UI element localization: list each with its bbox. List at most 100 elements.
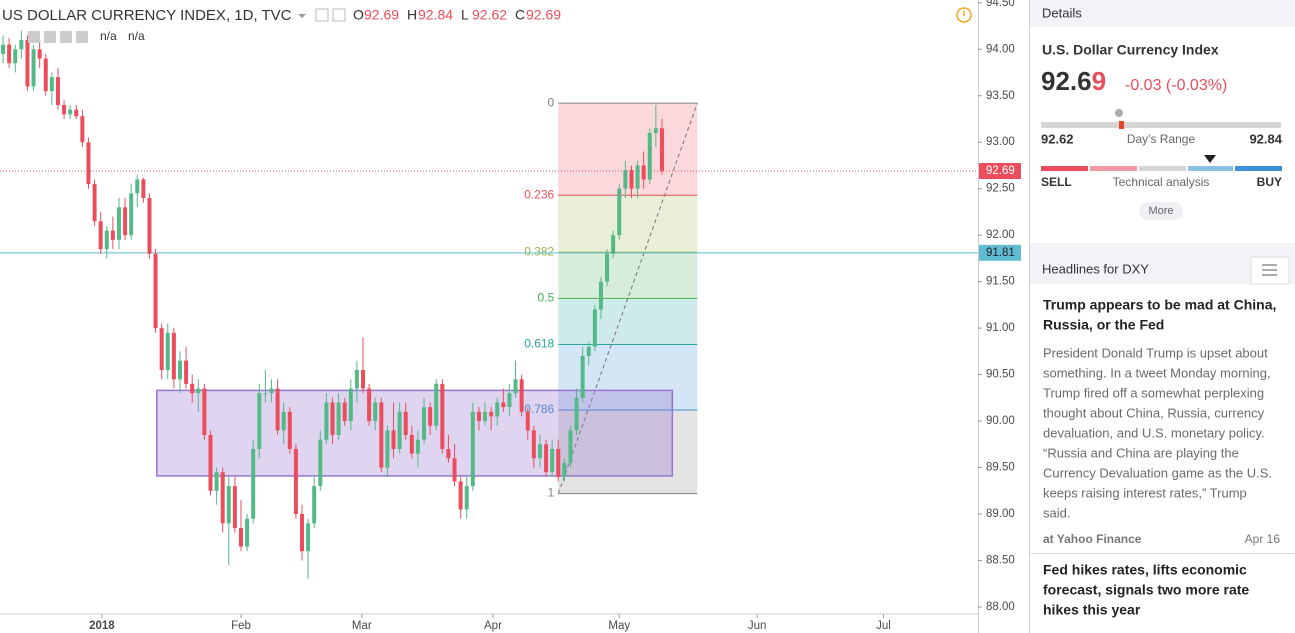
dropdown-icon[interactable] xyxy=(298,14,306,18)
candle-body xyxy=(647,132,652,180)
range-low: 92.62 xyxy=(1041,131,1074,146)
candle-body xyxy=(251,448,256,519)
warning-icon[interactable] xyxy=(956,7,972,23)
candle-body xyxy=(367,388,372,422)
news-title[interactable]: hikes this year xyxy=(1043,602,1141,618)
news-title[interactable]: Fed hikes rates, lifts economic xyxy=(1043,562,1247,578)
candle-body xyxy=(379,402,384,468)
candle-body xyxy=(208,435,213,491)
candle-body xyxy=(92,184,97,222)
panel-gap xyxy=(1030,243,1295,257)
candle-body xyxy=(196,388,201,394)
y-tick-label: 92.50 xyxy=(986,183,1015,195)
panel-bg xyxy=(1029,0,1295,633)
candle-body xyxy=(470,411,475,487)
candle-body xyxy=(123,207,128,236)
candle-body xyxy=(434,383,439,426)
candle-body xyxy=(605,253,610,282)
candle-body xyxy=(214,472,219,491)
ohlc-key: C xyxy=(515,7,525,23)
more-label[interactable]: More xyxy=(1148,205,1173,217)
price-main: 92.6 xyxy=(1041,66,1092,96)
ohlc-value: 92.62 xyxy=(472,7,507,23)
y-tick-label: 94.00 xyxy=(986,43,1015,55)
candle-body xyxy=(348,388,353,422)
indicator-icons xyxy=(28,31,88,43)
candle-body xyxy=(86,142,91,185)
candle-body xyxy=(598,281,603,310)
x-tick-label: 2018 xyxy=(89,620,115,632)
y-tick-label: 88.00 xyxy=(986,601,1015,613)
settings-icon[interactable] xyxy=(332,8,346,22)
last-price: 92.69 xyxy=(1041,66,1106,96)
fib-zone xyxy=(558,195,698,253)
candle-body xyxy=(452,458,457,482)
candle-body xyxy=(464,486,469,510)
news-title[interactable]: forecast, signals two more rate xyxy=(1043,582,1249,598)
ohlc-value: 92.69 xyxy=(364,7,399,23)
candle-body xyxy=(110,230,115,240)
more-button[interactable] xyxy=(1139,202,1183,220)
candle-body xyxy=(525,411,530,431)
candle-body xyxy=(568,430,573,463)
sell-label: SELL xyxy=(1041,175,1072,189)
candle-body xyxy=(659,128,664,172)
icon[interactable] xyxy=(28,31,40,43)
candle-body xyxy=(263,393,268,395)
candle-body xyxy=(245,518,250,547)
news-source: at Yahoo Finance xyxy=(1043,532,1142,546)
candle-body xyxy=(507,393,512,408)
symbol-name: U.S. Dollar Currency Index xyxy=(1042,42,1219,58)
panel-header xyxy=(1030,0,1295,27)
news-body: Trump fired off a somewhat perplexing xyxy=(1043,385,1264,400)
candle-body xyxy=(293,448,298,515)
news-title[interactable]: Trump appears to be mad at China, xyxy=(1043,297,1276,313)
candle-body xyxy=(562,462,567,477)
candle-body xyxy=(403,411,408,436)
candle-body xyxy=(147,197,152,254)
candle-body xyxy=(342,402,347,422)
news-date: Apr 16 xyxy=(1245,532,1281,546)
candle-body xyxy=(440,383,445,449)
candle-body xyxy=(184,360,189,384)
candle-body xyxy=(226,486,231,524)
candle-body xyxy=(653,128,658,133)
candle-body xyxy=(336,402,341,436)
range-bar xyxy=(1041,122,1281,128)
candle-body xyxy=(135,179,140,194)
range-marker xyxy=(1119,121,1124,129)
eye-icon[interactable] xyxy=(315,8,329,22)
range-high: 92.84 xyxy=(1249,131,1282,146)
candle-body xyxy=(104,230,109,250)
candle-body xyxy=(80,116,85,143)
candle-body xyxy=(281,411,286,431)
symbol-title: US DOLLAR CURRENCY INDEX, 1D, TVC xyxy=(2,7,292,24)
news-title[interactable]: Russia, or the Fed xyxy=(1043,317,1164,333)
candle-body xyxy=(519,379,524,412)
ohlc-key: H xyxy=(407,7,417,23)
icon[interactable] xyxy=(60,31,72,43)
y-tick-label: 91.50 xyxy=(986,276,1015,288)
ohlc-header: O 92.69 H 92.84 L 92.62 C 92.69 xyxy=(353,7,561,23)
x-tick-label: Apr xyxy=(484,620,502,632)
candle-body xyxy=(238,527,243,547)
candle-body xyxy=(422,407,427,440)
icon[interactable] xyxy=(44,31,56,43)
candle-body xyxy=(641,165,646,180)
candle-body xyxy=(623,170,628,189)
y-tick-label: 93.50 xyxy=(986,90,1015,102)
news-body: devaluation, and U.S. monetary policy. xyxy=(1043,425,1265,440)
fib-label: 0.618 xyxy=(524,337,554,351)
headlines-title: Headlines for DXY xyxy=(1042,261,1149,276)
candle-body xyxy=(611,235,616,254)
fib-zone xyxy=(558,252,698,299)
news-body: “Russia and China are playing the xyxy=(1043,445,1239,460)
candle-body xyxy=(275,388,280,431)
range-label: Day's Range xyxy=(1127,132,1196,146)
candle-body xyxy=(287,411,292,449)
fib-trend xyxy=(557,103,698,494)
y-tick-label: 88.50 xyxy=(986,555,1015,567)
icon[interactable] xyxy=(76,31,88,43)
candle-body xyxy=(513,379,518,394)
candle-body xyxy=(391,430,396,449)
